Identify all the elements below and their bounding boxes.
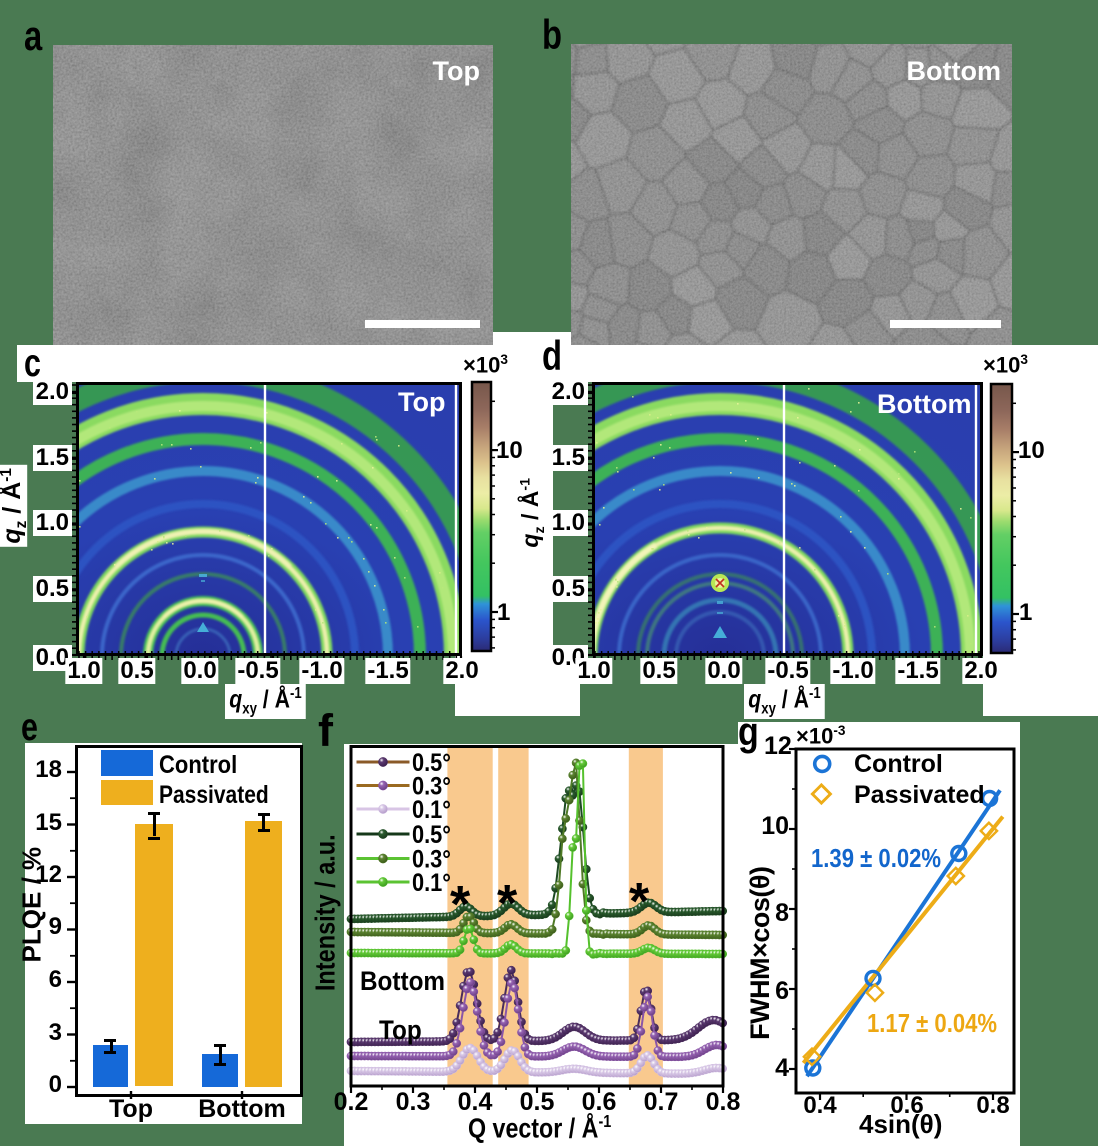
svg-text:0.1°: 0.1°	[412, 796, 451, 824]
svg-text:0.5°: 0.5°	[412, 749, 451, 777]
svg-text:Top: Top	[433, 56, 480, 86]
svg-text:0.1°: 0.1°	[412, 869, 451, 897]
svg-text:0.5°: 0.5°	[412, 821, 451, 849]
svg-text:0.3°: 0.3°	[412, 773, 451, 801]
svg-text:0.3°: 0.3°	[412, 846, 451, 874]
svg-text:Bottom: Bottom	[907, 56, 1001, 86]
